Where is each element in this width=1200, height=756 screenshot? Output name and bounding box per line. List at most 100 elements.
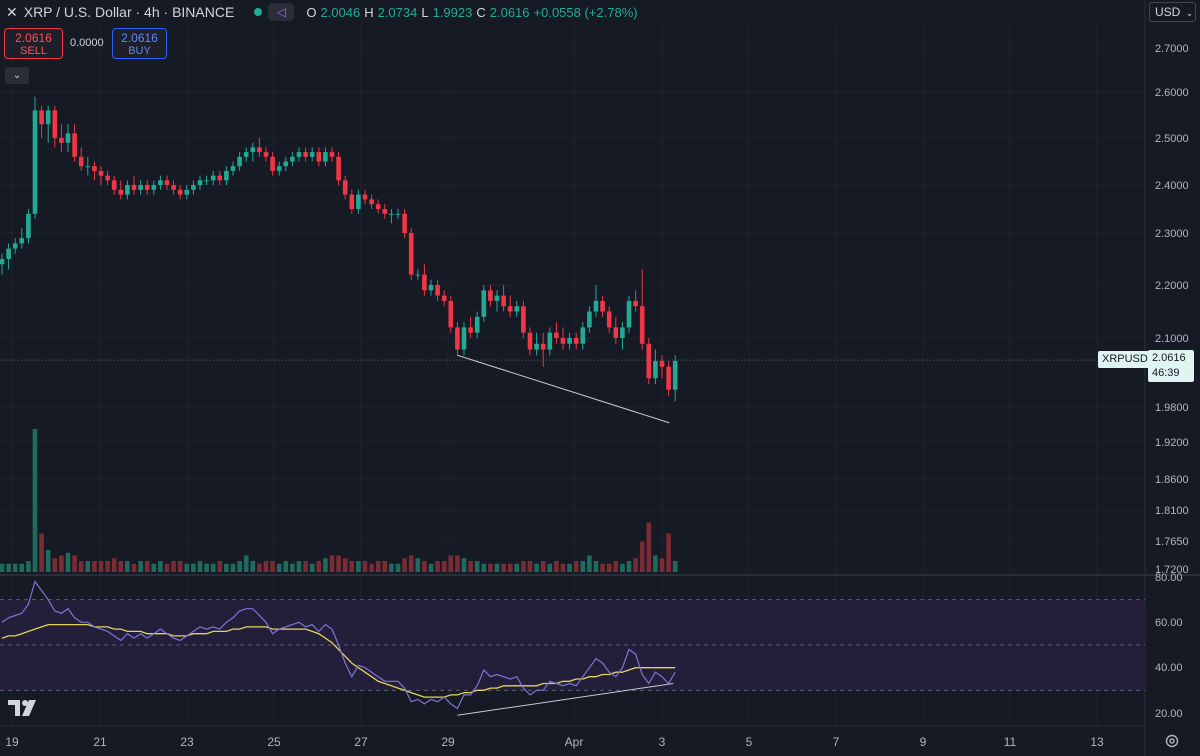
candle-body [580,327,586,344]
rsi-tick-label: 20.00 [1155,708,1183,720]
indicator-shape-icon[interactable]: ◁ [268,3,295,21]
candle-body [560,338,566,344]
volume-bar [59,555,64,572]
volume-bar [606,563,612,572]
time-tick-label: 9 [920,735,927,749]
candle-body [19,238,25,244]
candle-body [12,243,18,249]
volume-bar [171,561,176,572]
candle-body [422,274,427,291]
currency-selector[interactable]: USD ⌄ [1149,2,1196,22]
candle-body [32,110,38,214]
candle-body [573,338,579,344]
candle-body [263,152,269,157]
volume-bar [309,563,315,572]
candle-body [402,213,407,233]
volume-bar [587,555,592,572]
volume-bar [6,563,11,572]
candle-body [257,147,262,153]
time-tick-label: 3 [659,735,666,749]
volume-bar [666,533,671,572]
price-trendline[interactable] [457,354,670,424]
volume-bar [356,561,361,572]
volume-bar [468,561,473,572]
volume-bar [39,533,44,572]
volume-bar [296,561,302,572]
symbol-title[interactable]: XRP / U.S. Dollar · 4h · BINANCE [23,4,235,20]
volume-bar [65,552,71,572]
volume-bar [12,563,18,572]
price-tick-label: 2.3000 [1155,228,1189,240]
candle-body [408,233,414,275]
volume-bar [639,541,645,572]
candle-body [474,316,480,333]
candle-body [540,343,546,350]
volume-bar [375,561,381,572]
candle-body [336,156,341,181]
volume-bar [98,561,104,572]
high-label: H [364,4,374,20]
buy-price: 2.0616 [121,31,158,45]
volume-bar [138,561,143,572]
candle-body [613,327,619,338]
volume-bar [276,563,282,572]
price-tick-label: 2.7000 [1155,43,1189,55]
candle-body [85,166,91,168]
candle-body [276,166,282,171]
buy-button[interactable]: 2.0616 BUY [112,28,167,59]
volume-bar [521,561,526,572]
candle-body [435,285,440,296]
sell-button[interactable]: 2.0616 SELL [4,28,63,59]
volume-bar [646,522,652,572]
candle-body [415,274,421,276]
tradingview-logo-icon[interactable] [8,698,42,718]
low-value: 1.9923 [432,4,473,20]
rsi-tick-label: 80.00 [1155,572,1183,584]
price-tick-label: 1.9200 [1155,437,1189,449]
price-tick-label: 2.5000 [1155,133,1189,145]
volume-bar [369,563,374,572]
candle-body [184,189,190,195]
candle-body [514,306,520,312]
volume-bar [540,561,546,572]
volume-bar [204,563,209,572]
volume-bar [422,561,427,572]
candle-body [243,152,249,157]
close-icon[interactable]: ✕ [6,3,18,20]
candle-body [45,110,51,125]
candle-body [639,306,645,344]
volume-bar [283,561,289,572]
candle-body [111,180,117,190]
volume-bar [395,563,401,572]
volume-bar [362,561,368,572]
volume-bar [560,563,566,572]
currency-value: USD [1155,5,1181,19]
open-label: O [306,4,317,20]
volume-bar [217,561,223,572]
gear-icon[interactable] [1164,733,1180,749]
volume-bar [125,561,130,572]
volume-bar [118,561,124,572]
candle-body [461,327,467,350]
time-tick-label: 21 [93,735,107,749]
price-tick-label: 2.4000 [1155,180,1189,192]
candle-body [369,199,374,205]
volume-bar [144,561,150,572]
volume-bar [177,561,183,572]
volume-bar [580,561,586,572]
chevron-down-icon[interactable]: ⌄ [5,67,29,84]
close-label: C [476,4,486,20]
chevron-down-icon: ⌄ [1185,8,1194,18]
last-price-value: 2.0616 [1152,352,1186,364]
candle-body [587,311,592,328]
buy-label: BUY [128,45,151,57]
volume-bar [32,429,38,572]
candle-body [448,300,454,328]
candle-body [6,248,11,259]
rsi-trendline[interactable] [457,683,674,716]
price-tick-label: 1.8100 [1155,505,1189,517]
candle-body [204,180,209,182]
volume-bar [72,555,77,572]
